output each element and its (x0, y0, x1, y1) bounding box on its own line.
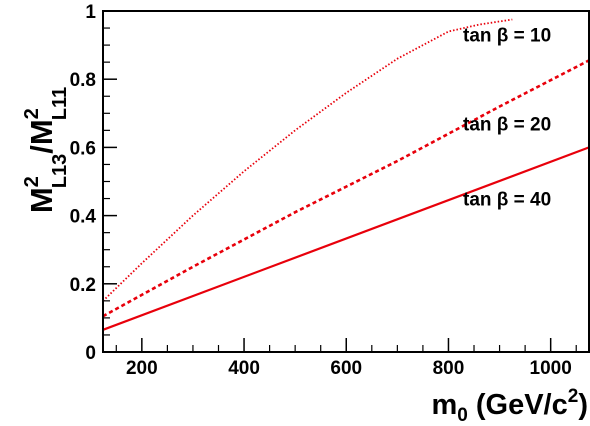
series-line-1 (102, 18, 513, 302)
series-line-2 (102, 59, 590, 318)
x-tick-label: 200 (126, 358, 158, 379)
series-annotation-2: tan β = 20 (463, 114, 551, 135)
x-tick-label: 600 (330, 358, 362, 379)
y-tick-label: 0.4 (70, 207, 97, 228)
series-annotation-1: tan β = 10 (463, 26, 551, 47)
y-axis-label: M2 L13/M2 L11 (21, 87, 71, 213)
y-tick-label: 0.2 (70, 275, 96, 296)
x-tick-label: 1000 (530, 358, 572, 379)
y-tick-label: 0.8 (70, 70, 96, 91)
y-tick-label: 0 (85, 343, 96, 364)
x-axis-label: m0 (GeV/c2) (431, 386, 588, 426)
annotations: tan β = 10 tan β = 20 tan β = 40 (463, 26, 551, 211)
x-tick-label: 800 (433, 358, 465, 379)
plot-frame (102, 10, 590, 353)
y-tick-label: 0.6 (70, 138, 96, 159)
y-ticks: 0 0.2 0.4 0.6 0.8 1 (70, 2, 117, 364)
series-line-3 (102, 146, 590, 331)
x-ticks: 200 400 600 800 1000 (115, 338, 577, 379)
series-annotation-3: tan β = 40 (463, 189, 551, 210)
y-tick-label: 1 (85, 2, 96, 23)
x-tick-label: 400 (228, 358, 260, 379)
series-layer (102, 18, 590, 331)
